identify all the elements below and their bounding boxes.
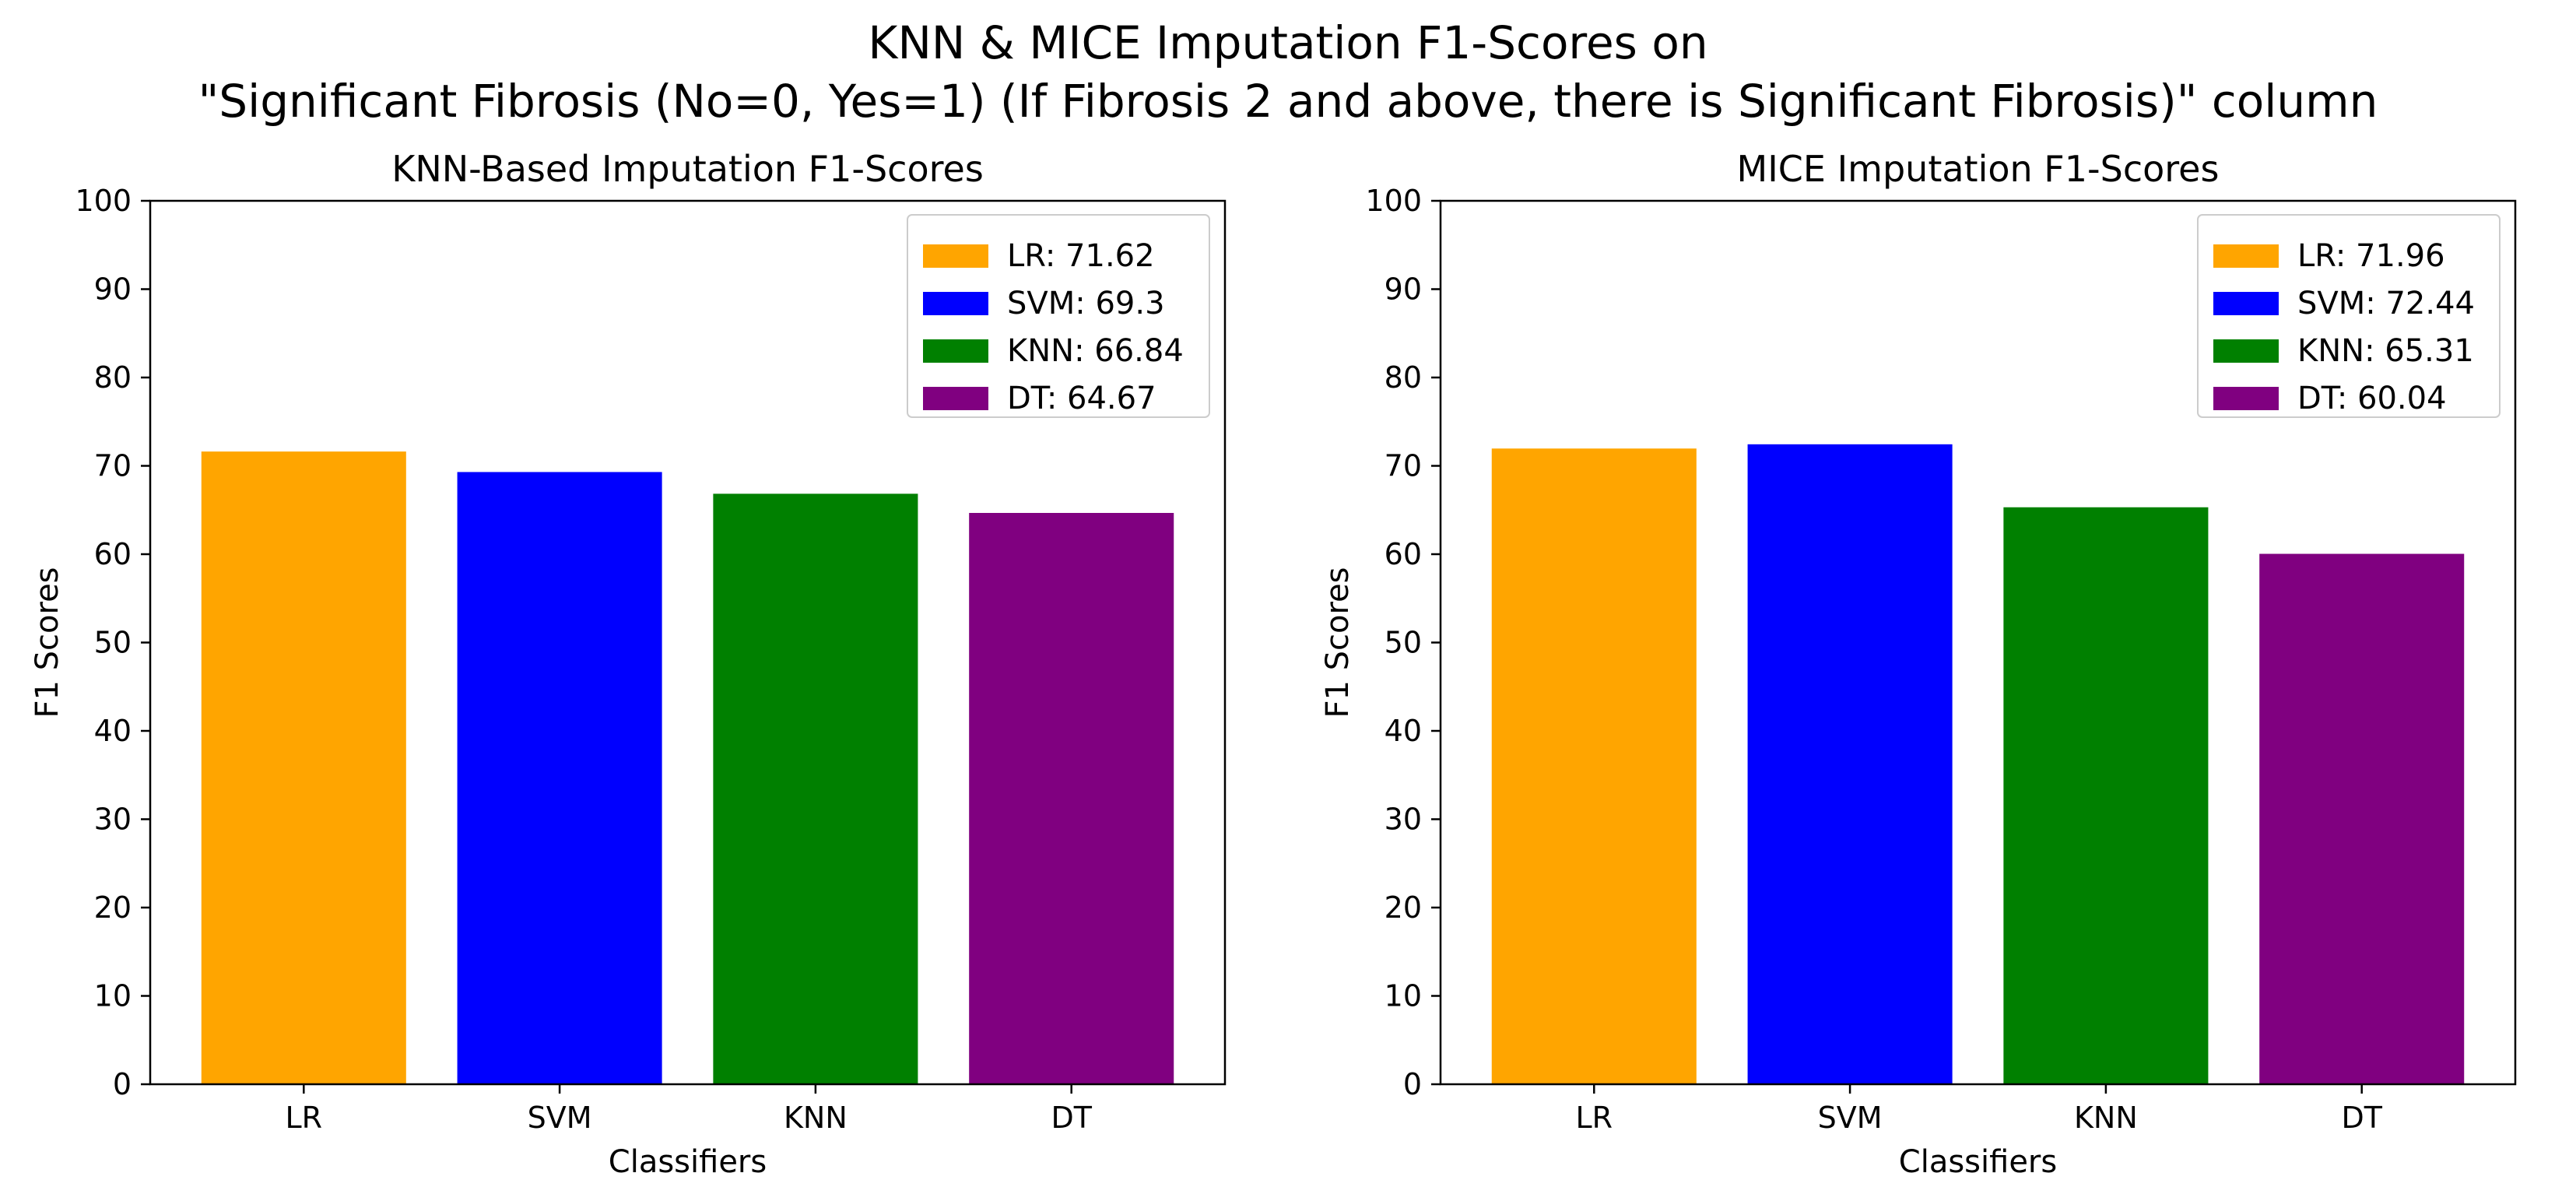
- mice-x-tick-label-lr: LR: [1575, 1101, 1613, 1135]
- knn-y-tick-label-90: 90: [94, 272, 132, 307]
- knn-x-tick-label-dt: DT: [1051, 1101, 1092, 1135]
- knn-x-tick-label-svm: SVM: [528, 1101, 592, 1135]
- mice-x-axis-label: Classifiers: [1899, 1144, 2057, 1180]
- knn-y-tick-label-70: 70: [94, 449, 132, 483]
- knn-imputation-panel: 0 10 20 30 40 50 60 70 80 90 100 LR SVM KNN DT KNN-Base…: [30, 148, 1227, 1180]
- mice-panel-title: MICE Imputation F1-Scores: [1737, 148, 2220, 190]
- knn-legend-entry-dt: DT: 64.67: [1007, 381, 1156, 416]
- knn-y-axis-label: F1 Scores: [30, 567, 65, 718]
- knn-legend: LR: 71.62 SVM: 69.3 KNN: 66.84 DT: 64.67: [907, 214, 1210, 418]
- mice-bar-dt: [2259, 553, 2465, 1084]
- mice-legend-swatch-svm: [2213, 292, 2279, 315]
- knn-legend-swatch-lr: [923, 244, 988, 268]
- mice-y-tick-label-100: 100: [1365, 184, 1422, 218]
- knn-legend-entry-lr: LR: 71.62: [1007, 238, 1155, 274]
- knn-x-axis-label: Classifiers: [609, 1144, 767, 1180]
- mice-legend-swatch-knn: [2213, 339, 2279, 363]
- mice-bar-knn: [2003, 507, 2209, 1084]
- mice-y-tick-label-50: 50: [1385, 626, 1422, 660]
- knn-x-tick-label-lr: LR: [285, 1101, 322, 1135]
- mice-x-tick-label-dt: DT: [2341, 1101, 2382, 1135]
- knn-bar-knn: [713, 493, 918, 1084]
- knn-legend-swatch-knn: [923, 339, 988, 363]
- mice-imputation-panel: 0 10 20 30 40 50 60 70 80 90 100 LR SVM KNN DT MICE Imp…: [1320, 148, 2517, 1180]
- knn-bar-dt: [969, 512, 1174, 1084]
- mice-y-tick-label-20: 20: [1385, 890, 1422, 925]
- knn-y-tick-label-40: 40: [94, 714, 132, 748]
- knn-legend-entry-svm: SVM: 69.3: [1007, 286, 1165, 321]
- knn-panel-title: KNN-Based Imputation F1-Scores: [391, 148, 984, 190]
- mice-x-tick-label-svm: SVM: [1818, 1101, 1883, 1135]
- knn-bar-svm: [457, 472, 662, 1084]
- figure-suptitle-line-2: "Significant Fibrosis (No=0, Yes=1) (If …: [198, 75, 2378, 128]
- figure-suptitle-line-1: KNN & MICE Imputation F1-Scores on: [868, 16, 1707, 69]
- knn-y-tick-label-80: 80: [94, 360, 132, 395]
- mice-bar-svm: [1747, 444, 1953, 1084]
- knn-legend-swatch-svm: [923, 292, 988, 315]
- mice-y-tick-label-70: 70: [1385, 449, 1422, 483]
- knn-legend-entry-knn: KNN: 66.84: [1007, 333, 1184, 369]
- knn-y-tick-label-100: 100: [75, 184, 132, 218]
- mice-legend-entry-svm: SVM: 72.44: [2297, 286, 2475, 321]
- mice-legend: LR: 71.96 SVM: 72.44 KNN: 65.31 DT: 60.04: [2197, 214, 2501, 418]
- knn-bar-lr: [201, 451, 406, 1084]
- knn-y-tick-label-20: 20: [94, 890, 132, 925]
- mice-bar-lr: [1491, 448, 1697, 1084]
- knn-x-tick-label-knn: KNN: [784, 1101, 848, 1135]
- mice-y-tick-label-0: 0: [1403, 1067, 1422, 1101]
- knn-legend-swatch-dt: [923, 387, 988, 410]
- mice-y-tick-label-60: 60: [1385, 537, 1422, 571]
- mice-legend-entry-dt: DT: 60.04: [2297, 381, 2447, 416]
- mice-legend-swatch-dt: [2213, 387, 2279, 410]
- mice-y-tick-label-80: 80: [1385, 360, 1422, 395]
- mice-x-tick-label-knn: KNN: [2074, 1101, 2138, 1135]
- mice-y-axis-label: F1 Scores: [1320, 567, 1356, 718]
- knn-y-tick-label-10: 10: [94, 979, 132, 1013]
- knn-y-tick-label-50: 50: [94, 626, 132, 660]
- mice-legend-swatch-lr: [2213, 244, 2279, 268]
- knn-y-tick-label-0: 0: [113, 1067, 132, 1101]
- knn-y-tick-label-60: 60: [94, 537, 132, 571]
- mice-legend-entry-lr: LR: 71.96: [2297, 238, 2445, 274]
- mice-y-tick-label-40: 40: [1385, 714, 1422, 748]
- knn-y-tick-label-30: 30: [94, 802, 132, 837]
- mice-y-tick-label-90: 90: [1385, 272, 1422, 307]
- mice-legend-entry-knn: KNN: 65.31: [2297, 333, 2474, 369]
- mice-y-tick-label-10: 10: [1385, 979, 1422, 1013]
- mice-y-tick-label-30: 30: [1385, 802, 1422, 837]
